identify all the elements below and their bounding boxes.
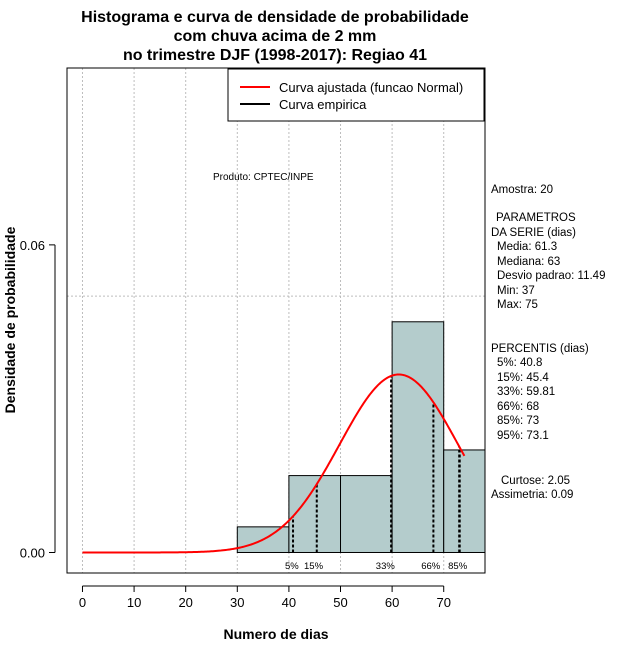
x-tick-label-1: 10	[127, 595, 141, 610]
stat-min: Min: 37	[497, 285, 535, 297]
x-tick-label-5: 50	[333, 595, 347, 610]
stat-p95: 95%: 73.1	[497, 430, 549, 442]
x-tick-label-4: 40	[282, 595, 296, 610]
y-tick-label-1: 0.06	[20, 238, 45, 253]
y-axis-title: Densidade de probabilidade	[2, 226, 18, 413]
x-tick-label-2: 20	[178, 595, 192, 610]
chart-title-line-1: Histograma e curva de densidade de proba…	[81, 9, 469, 26]
histogram-bars	[236, 321, 486, 553]
stat-params-title-1: PARAMETROS	[496, 212, 576, 224]
stat-max: Max: 75	[497, 299, 538, 311]
legend: Curva ajustada (funcao Normal) Curva emp…	[227, 68, 485, 122]
stat-p66: 66%: 68	[497, 401, 539, 413]
stat-mediana: Mediana: 63	[497, 256, 560, 268]
stat-sample: Amostra: 20	[491, 184, 553, 196]
legend-box	[227, 68, 485, 122]
stat-media: Media: 61.3	[497, 241, 557, 253]
y-tick-label-0: 0.00	[20, 545, 45, 560]
product-label: Produto: CPTEC/INPE	[213, 172, 314, 183]
axes: 0 10 20 30 40 50 60 70 0.00 0.06	[20, 238, 451, 610]
x-tick-label-6: 60	[385, 595, 399, 610]
histogram-bar-3	[391, 321, 445, 553]
x-tick-label-7: 70	[436, 595, 450, 610]
grid-lines	[67, 68, 485, 573]
stat-p15: 15%: 45.4	[497, 372, 549, 384]
histogram-bar-4	[443, 449, 486, 553]
stat-p85: 85%: 73	[497, 415, 539, 427]
plot-frame	[66, 67, 486, 574]
x-tick-label-0: 0	[79, 595, 86, 610]
x-tick-label-3: 30	[230, 595, 244, 610]
legend-label-fitted-curve: Curva ajustada (funcao Normal)	[279, 80, 463, 95]
legend-label-empirical-curve: Curva empirica	[279, 97, 367, 112]
stat-desvio: Desvio padrao: 11.49	[497, 270, 605, 282]
stat-params-title-2: DA SERIE (dias)	[491, 227, 576, 239]
normal-curve	[82, 373, 466, 554]
stat-p33: 33%: 59.81	[497, 386, 555, 398]
percentile-lines	[292, 375, 461, 553]
x-axis-title: Numero de dias	[223, 626, 328, 642]
percentile-label-row: 5% 15% 33% 66% 85%	[285, 561, 468, 572]
stat-percentis-title: PERCENTIS (dias)	[491, 343, 589, 355]
stat-p5: 5%: 40.8	[497, 357, 542, 369]
chart-title-line-2: com chuva acima de 2 mm	[174, 28, 377, 45]
stat-assimetria: Assimetria: 0.09	[491, 489, 573, 501]
normal-curve-layer	[82, 373, 466, 554]
stat-curtose: Curtose: 2.05	[501, 475, 570, 487]
chart-title-line-3: no trimestre DJF (1998-2017): Regiao 41	[123, 47, 427, 64]
stats-panel: Amostra: 20 PARAMETROS DA SERIE (dias) M…	[491, 184, 605, 501]
histogram-bar-2	[340, 475, 393, 553]
